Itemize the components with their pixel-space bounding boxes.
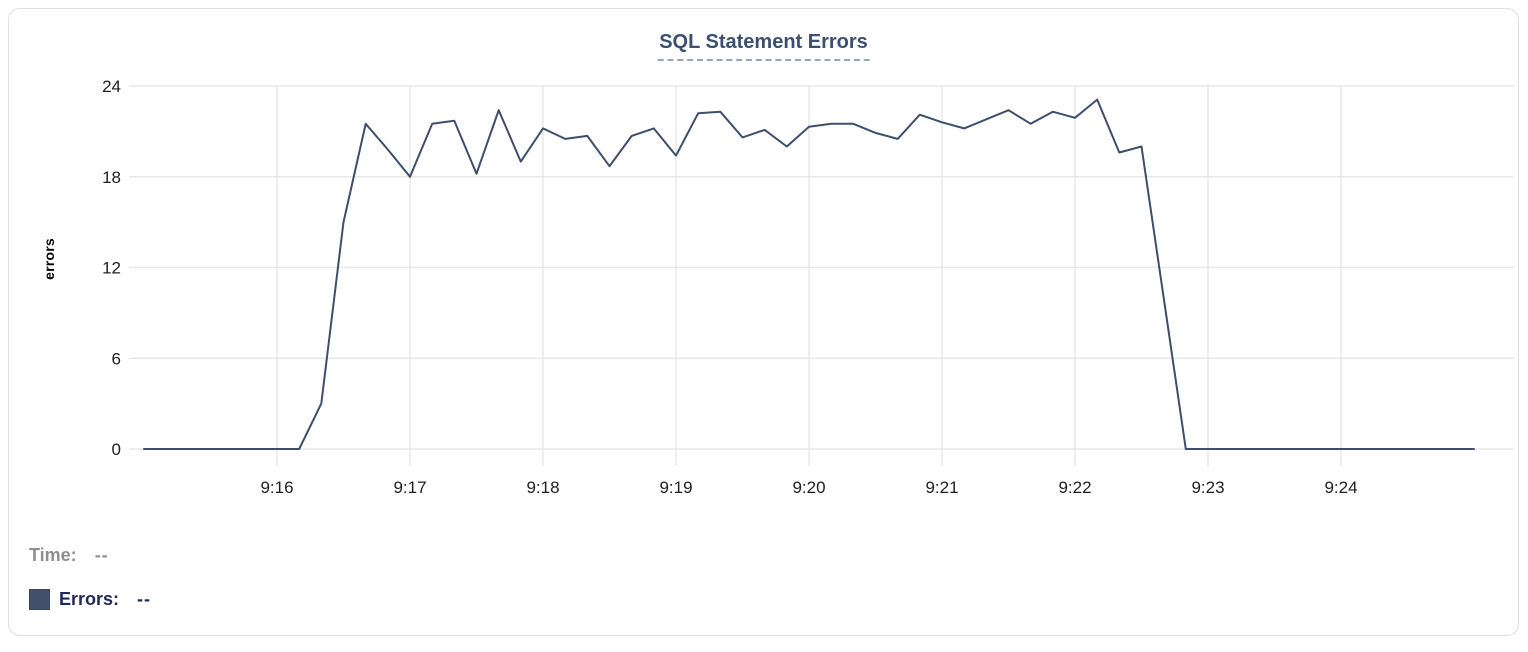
x-tick-label: 9:20 bbox=[792, 478, 825, 497]
legend-time-value: -- bbox=[94, 545, 109, 565]
x-tick-label: 9:17 bbox=[393, 478, 426, 497]
errors-line-chart[interactable]: 0 6 12 18 24 9:16 9:17 9:18 9:19 9:20 9:21 9:22 9:23… bbox=[9, 9, 1519, 636]
y-tick-label: 12 bbox=[102, 259, 121, 278]
x-tick-label: 9:22 bbox=[1058, 478, 1091, 497]
x-tick-label: 9:23 bbox=[1191, 478, 1224, 497]
y-tick-label: 0 bbox=[112, 440, 121, 459]
y-tick-label: 24 bbox=[102, 77, 121, 96]
chart-card: SQL Statement Errors 0 6 12 18 24 9:16 9:17 9:1… bbox=[8, 8, 1519, 636]
x-tick-label: 9:24 bbox=[1324, 478, 1357, 497]
x-tick-label: 9:21 bbox=[925, 478, 958, 497]
x-tick-label: 9:19 bbox=[659, 478, 692, 497]
legend-time-label: Time: bbox=[29, 545, 77, 565]
chart-title[interactable]: SQL Statement Errors bbox=[657, 31, 870, 61]
x-tick-label: 9:18 bbox=[526, 478, 559, 497]
y-tick-label: 18 bbox=[102, 168, 121, 187]
y-tick-label: 6 bbox=[112, 349, 121, 368]
errors-series-line bbox=[143, 98, 1475, 450]
legend-errors-label: Errors: bbox=[59, 589, 120, 609]
errors-series-swatch bbox=[29, 589, 50, 610]
x-tick-label: 9:16 bbox=[260, 478, 293, 497]
legend-errors-value: -- bbox=[137, 589, 152, 609]
legend-time: Time: -- bbox=[29, 545, 109, 566]
y-axis-label: errors bbox=[41, 238, 57, 280]
legend-errors: Errors: -- bbox=[29, 589, 151, 610]
